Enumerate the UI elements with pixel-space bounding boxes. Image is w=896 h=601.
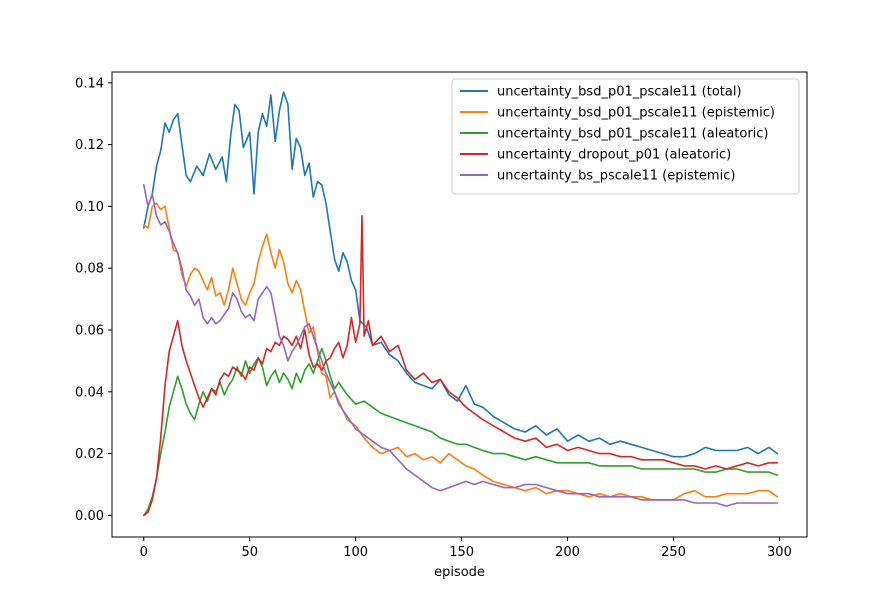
x-tick-label: 100 [343,545,368,560]
legend-box [451,78,800,195]
y-tick-label: 0.14 [75,76,104,91]
axes-frame [111,71,808,538]
series-line-3 [143,214,779,517]
legend: uncertainty_bsd_p01_pscale11 (total) unce… [451,78,800,195]
x-axis-label: episode [434,565,485,580]
x-tick-label: 250 [661,545,686,560]
x-tick-label: 50 [241,545,258,560]
x-tick-label: 200 [555,545,580,560]
legend-label-1: uncertainty_bsd_p01_pscale11 (epistemic) [497,106,775,121]
y-tick-label: 0.10 [75,200,104,215]
y-tick-label: 0.06 [75,323,104,338]
x-tick-label: 150 [449,545,474,560]
x-tick-label: 300 [767,545,792,560]
y-tick-label: 0.04 [75,385,104,400]
plot-lines [143,91,779,517]
y-axis: 0.00 0.02 0.04 0.06 0.08 0.10 0.12 0.14 [75,76,112,524]
series-line-4 [143,184,779,507]
legend-label-4: uncertainty_bs_pscale11 (epistemic) [497,169,735,184]
series-line-0 [143,91,779,458]
x-axis: 0 50 100 150 200 250 300 [140,537,792,560]
y-tick-label: 0.08 [75,262,104,277]
series-line-2 [143,347,779,517]
y-tick-label: 0.00 [75,509,104,524]
y-tick-label: 0.12 [75,138,104,153]
y-tick-label: 0.02 [75,447,104,462]
legend-label-2: uncertainty_bsd_p01_pscale11 (aleatoric) [497,127,769,142]
legend-label-3: uncertainty_dropout_p01 (aleatoric) [497,148,731,163]
legend-label-0: uncertainty_bsd_p01_pscale11 (total) [497,85,742,100]
x-tick-label: 0 [140,545,148,560]
